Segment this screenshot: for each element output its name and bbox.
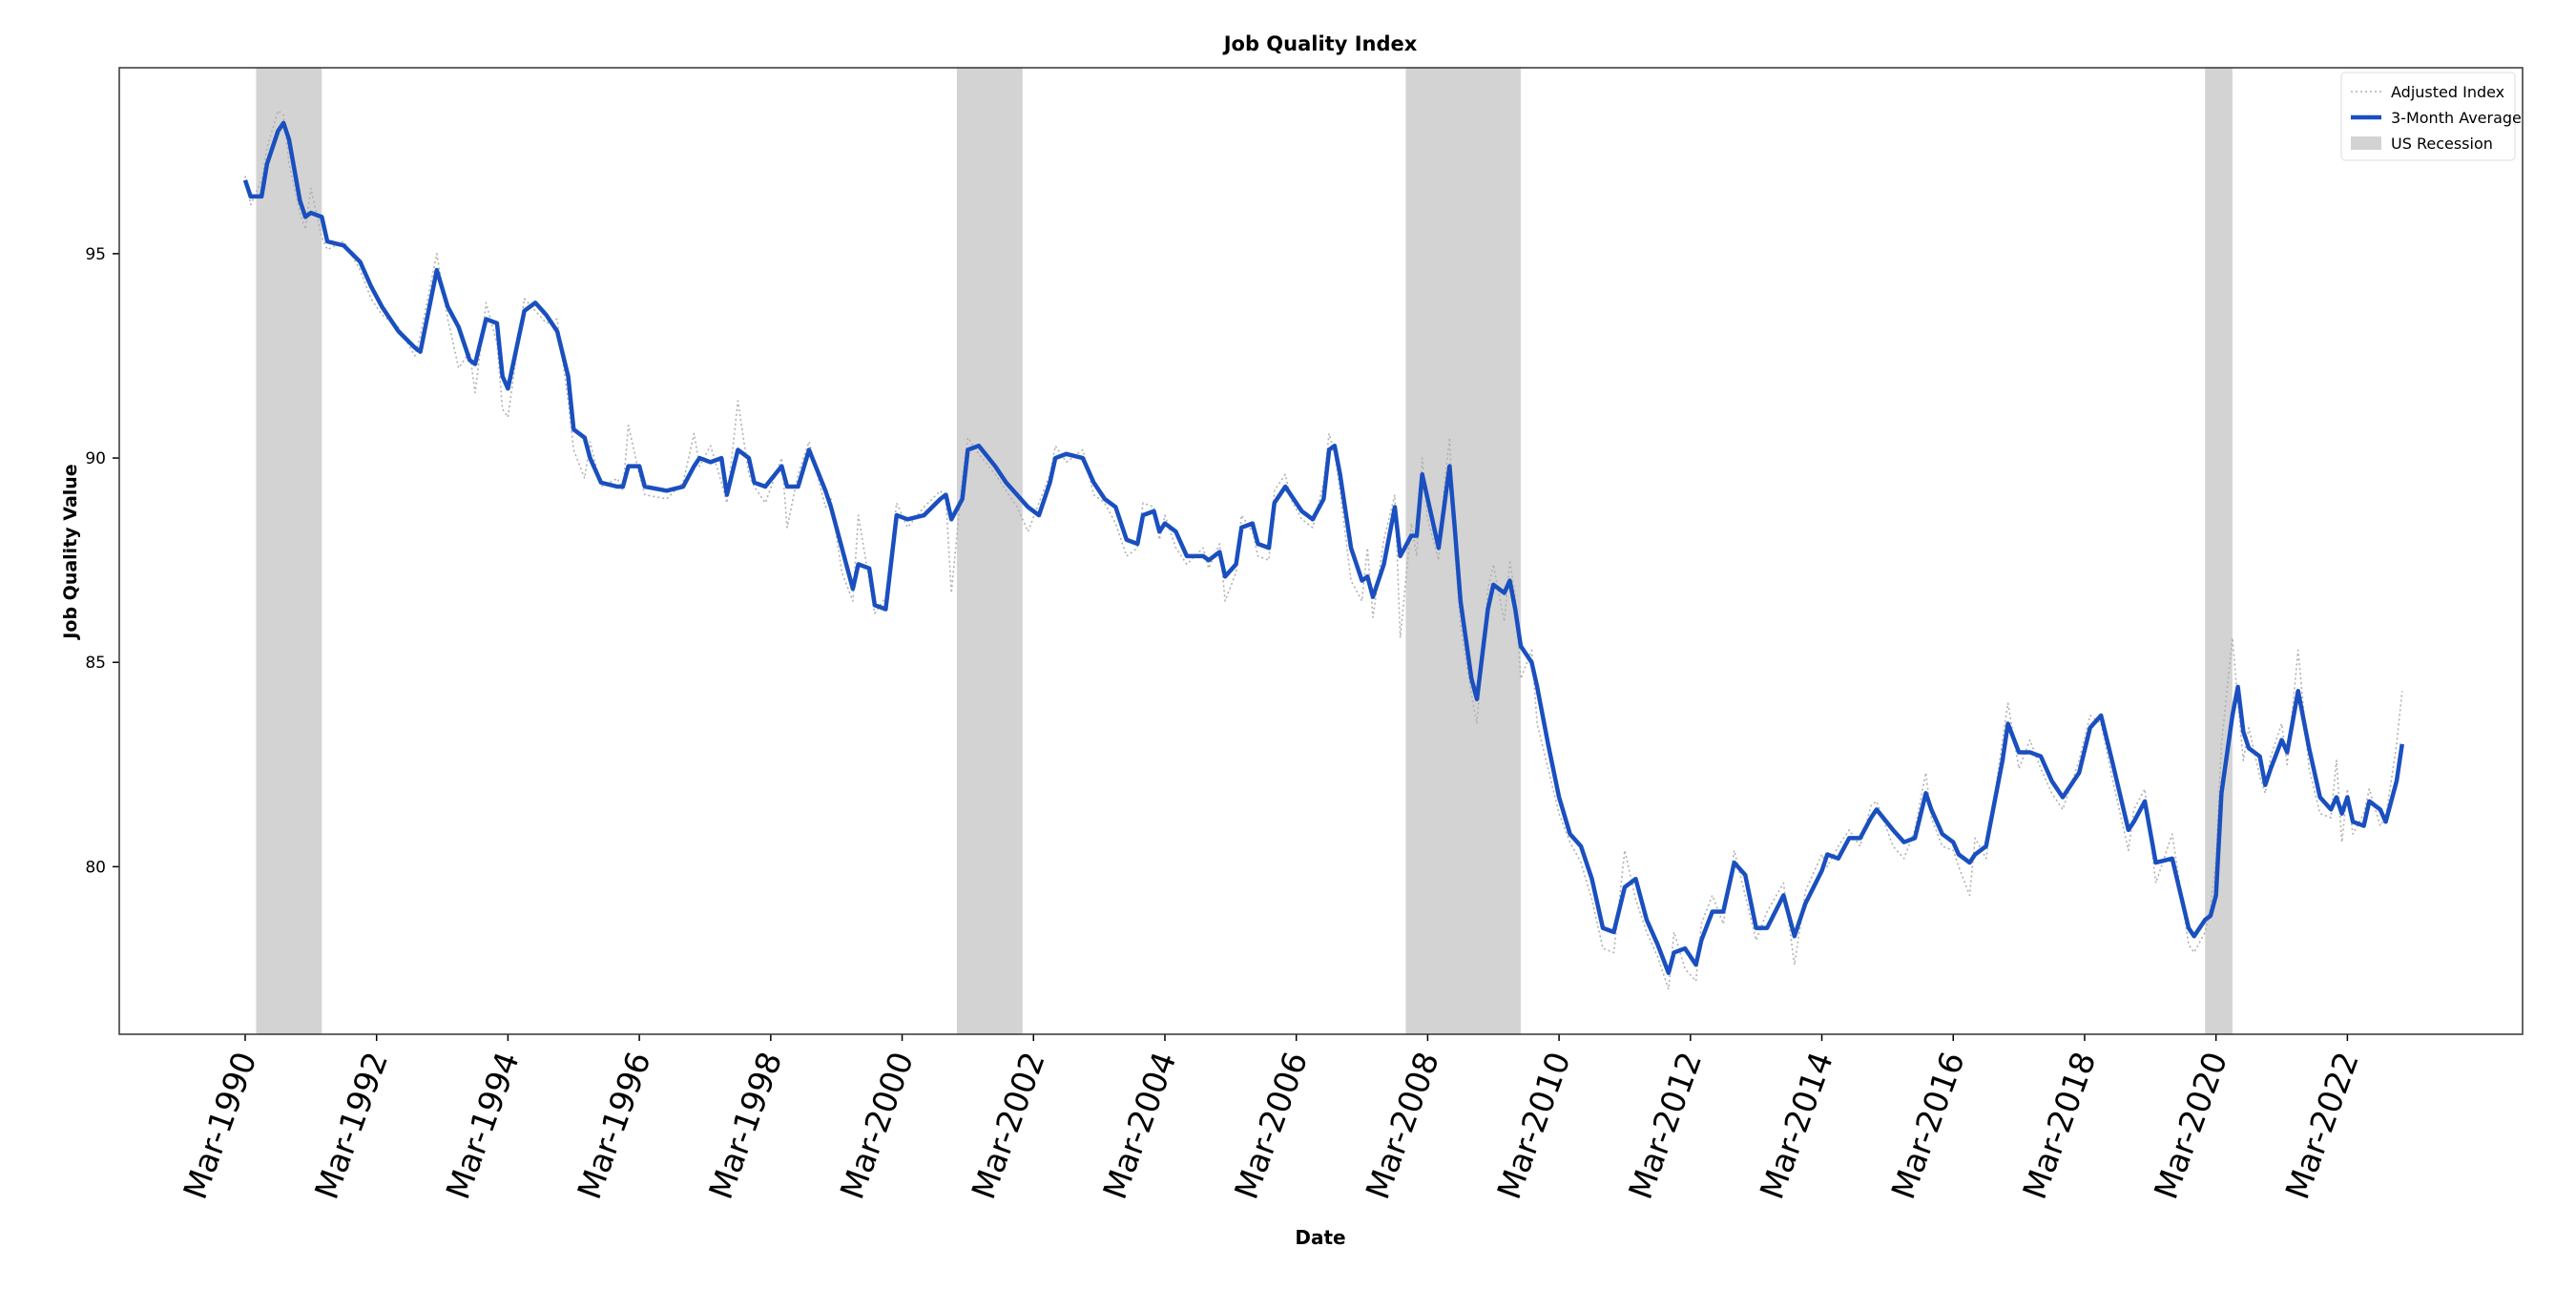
y-tick-label: 90 bbox=[85, 449, 106, 468]
y-tick-label: 95 bbox=[85, 245, 106, 264]
chart-title: Job Quality Index bbox=[1222, 32, 1418, 55]
plot-frame bbox=[118, 67, 2524, 1035]
y-tick-label: 85 bbox=[85, 654, 106, 673]
x-axis-label: Date bbox=[1295, 1226, 1345, 1249]
legend-label: Adjusted Index bbox=[2391, 83, 2504, 101]
legend-frame bbox=[2340, 72, 2516, 161]
recession-band bbox=[956, 68, 1023, 1034]
legend-label: US Recession bbox=[2391, 135, 2493, 153]
legend-label: 3-Month Average bbox=[2391, 109, 2522, 127]
legend: Adjusted Index 3-Month Average US Recessio… bbox=[2340, 72, 2522, 161]
y-axis-label: Job Quality Value bbox=[60, 464, 81, 640]
recession-band bbox=[2205, 68, 2233, 1034]
legend-swatch bbox=[2351, 136, 2381, 150]
recession-band bbox=[256, 68, 322, 1034]
average-line bbox=[242, 120, 2404, 975]
recession-band bbox=[1405, 68, 1521, 1034]
y-tick-label: 80 bbox=[85, 858, 106, 877]
